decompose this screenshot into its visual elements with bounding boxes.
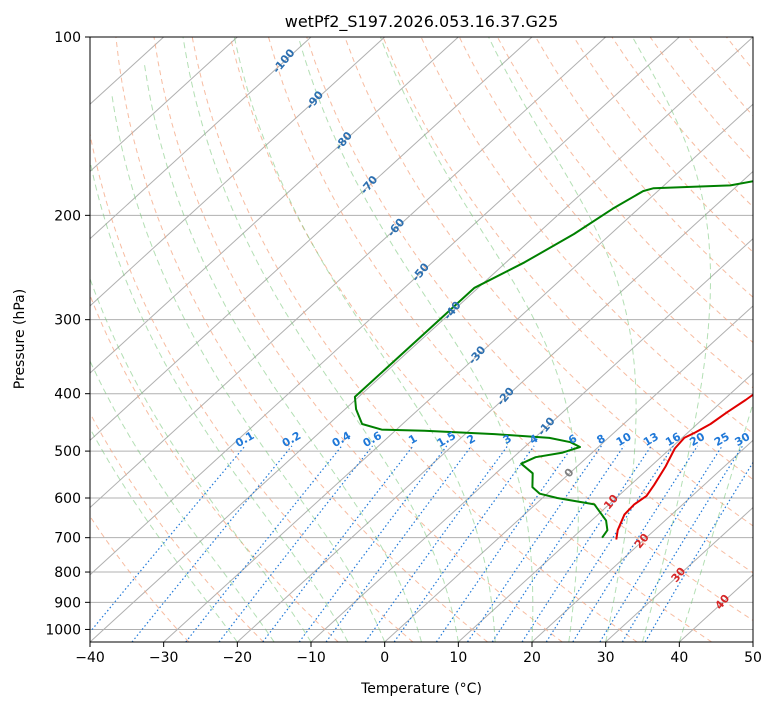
moist-adiabat-line — [380, 37, 579, 642]
isotherm-line — [90, 37, 680, 576]
isotherm-line — [90, 37, 607, 509]
sounding-profiles — [353, 180, 753, 540]
mixing-ratio-lines — [90, 445, 753, 642]
plot-frame — [89, 36, 754, 643]
mixing-ratio-line — [644, 461, 753, 642]
y-tick-label: 600 — [54, 491, 81, 507]
dry-adiabat-line — [90, 293, 339, 642]
isotherm-line — [384, 305, 753, 642]
sounding-line — [615, 393, 753, 540]
x-tick-label: 30 — [597, 650, 615, 666]
x-tick-label: 20 — [523, 650, 541, 666]
dry-adiabat-line — [229, 37, 712, 642]
y-axis-label: Pressure (hPa) — [12, 289, 28, 389]
mixing-ratio-line — [466, 445, 602, 642]
moist-adiabat-line — [111, 94, 386, 642]
x-tick-label: 10 — [449, 650, 467, 666]
x-tick-label: 0 — [380, 650, 389, 666]
y-tick-label: 200 — [54, 208, 81, 224]
y-tick-label: 1000 — [45, 622, 81, 638]
dry-adiabat-line — [344, 37, 753, 527]
y-tick-label: 700 — [54, 531, 81, 547]
mixing-ratio-line — [393, 445, 535, 642]
dry-adiabat-line — [90, 515, 190, 642]
mixing-ratio-line — [185, 445, 343, 642]
skewed-isotherms — [90, 37, 753, 642]
mixing-ratio-line — [298, 445, 448, 642]
chart-title: wetPf2_S197.2026.053.16.37.G25 — [285, 12, 559, 32]
isotherm-line — [90, 37, 459, 374]
moist-adiabat-line — [297, 37, 534, 642]
mixing-ratio-line — [599, 445, 723, 642]
dry-adiabat-line — [191, 37, 638, 642]
moist-adiabats — [90, 37, 753, 642]
moist-adiabat-line — [488, 37, 637, 642]
mixing-ratio-line — [435, 445, 574, 642]
dry-adiabat-line — [90, 412, 264, 642]
x-tick-label: −10 — [296, 650, 326, 666]
y-axis-ticks: 100 200 300 400 500 600 700 800 900 1000 — [45, 30, 90, 638]
isotherm-line — [605, 506, 753, 642]
moist-adiabat-line — [233, 37, 496, 642]
dry-adiabat-line — [153, 37, 563, 642]
dry-adiabat-line — [306, 37, 753, 574]
dry-adiabat-line — [268, 37, 753, 622]
y-tick-label: 500 — [54, 444, 81, 460]
y-tick-label: 800 — [54, 565, 81, 581]
mixing-ratio-line — [545, 445, 674, 642]
moist-adiabat-line — [678, 401, 753, 642]
isotherm-line — [531, 439, 753, 642]
isotherm-line — [457, 372, 753, 642]
mixing-ratio-line — [491, 445, 625, 642]
isotherm-line — [90, 37, 238, 173]
dry-adiabats — [90, 37, 753, 642]
mixing-ratio-line — [621, 445, 744, 642]
y-tick-label: 100 — [54, 30, 81, 46]
x-tick-label: −40 — [75, 650, 105, 666]
moist-adiabat-line — [143, 61, 422, 642]
y-tick-label: 900 — [54, 595, 81, 611]
y-tick-label: 400 — [54, 387, 81, 403]
moist-adiabat-line — [90, 359, 275, 642]
isotherm-line — [163, 103, 753, 642]
mixing-ratio-line — [262, 445, 414, 642]
moist-adiabat-line — [90, 427, 238, 642]
moist-adiabat-line — [632, 37, 711, 642]
y-tick-label: 300 — [54, 313, 81, 329]
sounding-line — [353, 180, 753, 539]
moist-adiabat-line — [182, 37, 459, 642]
mixing-ratio-line — [90, 445, 246, 633]
dry-adiabat-line — [496, 37, 753, 344]
mixing-ratio-line — [572, 445, 699, 642]
x-tick-label: 40 — [670, 650, 688, 666]
x-tick-label: −20 — [223, 650, 253, 666]
moist-adiabat-line — [90, 158, 349, 642]
dry-adiabat-line — [458, 37, 753, 389]
x-axis-ticks: −40 −30 −20 −10 0 10 20 30 40 50 — [75, 642, 762, 666]
isotherm-line — [90, 37, 312, 240]
mixing-ratio-line — [364, 445, 509, 642]
mixing-ratio-line — [521, 445, 652, 642]
moist-adiabat-line — [90, 277, 312, 642]
dry-adiabat-line — [90, 131, 414, 642]
mixing-ratio-line — [218, 445, 373, 642]
isotherm-line — [310, 237, 753, 642]
isotherm-line — [90, 37, 533, 442]
x-tick-label: 50 — [744, 650, 762, 666]
x-axis-label: Temperature (°C) — [360, 681, 482, 697]
x-tick-label: −30 — [149, 650, 179, 666]
dry-adiabat-line — [115, 37, 488, 642]
isotherm-line — [90, 37, 386, 307]
isotherm-line — [236, 170, 753, 642]
